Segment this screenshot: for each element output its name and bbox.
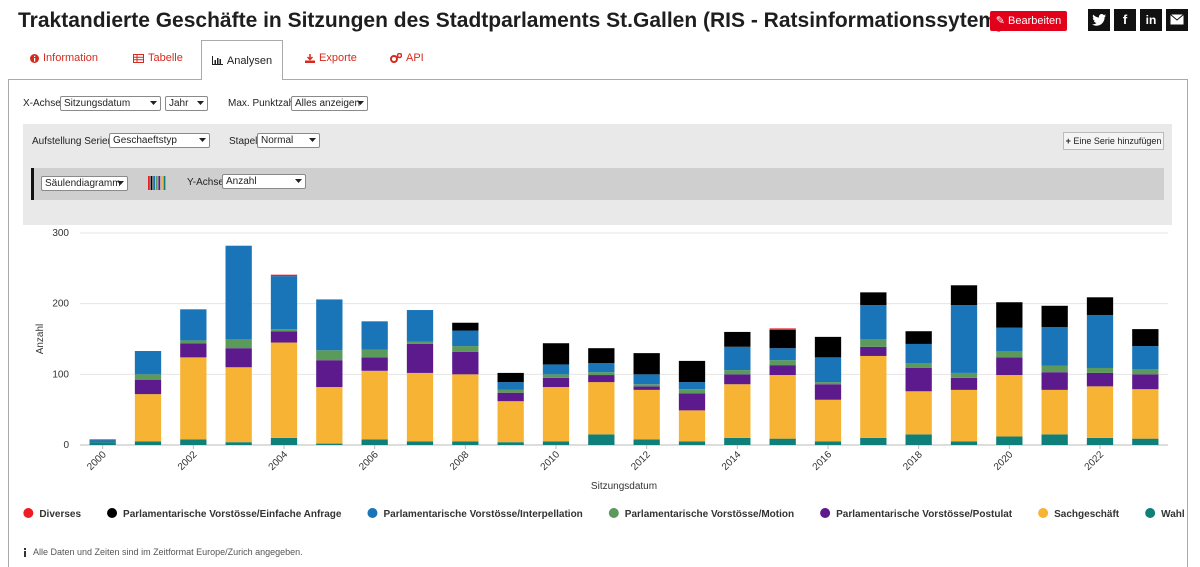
tab-information[interactable]: Information	[30, 52, 98, 64]
select-value: Normal	[261, 135, 294, 146]
tab-label: Information	[43, 52, 99, 64]
select-value: Alles anzeigen	[295, 98, 361, 109]
tab-label: Exporte	[319, 52, 357, 64]
x-axis-control-label: X-Achse	[23, 98, 61, 109]
info-icon	[30, 53, 39, 63]
twitter-button[interactable]	[1088, 9, 1110, 31]
swatch-stripe	[158, 176, 161, 190]
stack-select[interactable]: Normal	[257, 133, 320, 148]
swatch-stripe	[163, 176, 166, 190]
tab-exports[interactable]: Exporte	[305, 52, 357, 64]
facebook-button[interactable]: f	[1114, 9, 1136, 31]
content-panel	[8, 79, 1188, 567]
page-title: Traktandierte Geschäfte in Sitzungen des…	[18, 9, 1005, 32]
x-axis-unit-select[interactable]: Jahr	[165, 96, 208, 111]
edit-label: Bearbeiten	[1008, 15, 1062, 27]
chevron	[197, 101, 204, 105]
select-value: Sitzungsdatum	[64, 98, 131, 109]
chart-kind-select[interactable]: Säulendiagramm	[41, 176, 128, 191]
swatch-stripe	[155, 176, 158, 190]
y-axis-select[interactable]: Anzahl	[222, 174, 306, 189]
chevron	[117, 181, 124, 185]
chevron	[150, 101, 157, 105]
download-icon	[305, 53, 315, 63]
select-value: Säulendiagramm	[45, 178, 121, 189]
swatch-stripe	[153, 176, 155, 190]
x-axis-select[interactable]: Sitzungsdatum	[60, 96, 161, 111]
twitter-icon	[1092, 14, 1106, 26]
tab-api[interactable]: API	[390, 52, 424, 64]
plus-icon: +	[1065, 136, 1074, 146]
footer-note: Alle Daten und Zeiten sind im Zeitformat…	[22, 547, 303, 557]
tab-label: API	[406, 52, 424, 64]
stack-label: Stapel	[229, 136, 258, 147]
note-text: Alle Daten und Zeiten sind im Zeitformat…	[33, 547, 303, 557]
add-series-label: Eine Serie hinzufügen	[1073, 136, 1162, 146]
select-value: Jahr	[169, 98, 189, 109]
select-value: Anzahl	[226, 176, 257, 187]
table-icon	[133, 53, 144, 63]
tab-label: Analysen	[226, 54, 273, 67]
select-value: Geschaeftstyp	[113, 135, 177, 146]
chevron	[199, 138, 206, 142]
max-points-select[interactable]: Alles anzeigen	[291, 96, 368, 111]
chart-icon	[211, 56, 223, 65]
series-select[interactable]: Geschaeftstyp	[109, 133, 210, 148]
info-icon	[24, 547, 26, 557]
tab-analyses[interactable]: Analysen	[201, 40, 283, 80]
add-series-button[interactable]: + Eine Serie hinzufügen	[1063, 132, 1164, 150]
series-control-label: Aufstellung Serien	[32, 136, 114, 147]
series-row	[31, 168, 1164, 200]
swatch-stripe	[161, 176, 163, 190]
swatch-stripe	[148, 176, 150, 190]
pencil-icon: ✎	[995, 15, 1009, 27]
mail-button[interactable]	[1166, 9, 1188, 31]
tab-table[interactable]: Tabelle	[133, 52, 183, 64]
swatch-stripe	[150, 176, 153, 190]
color-swatch[interactable]	[147, 176, 167, 190]
max-points-label: Max. Punktzahl	[228, 98, 297, 109]
linkedin-button[interactable]: in	[1140, 9, 1162, 31]
chevron	[357, 101, 364, 105]
mail-icon	[1170, 14, 1184, 25]
y-axis-control-label: Y-Achse	[187, 177, 224, 188]
chevron	[309, 138, 316, 142]
chevron	[295, 179, 302, 183]
edit-button[interactable]: ✎ Bearbeiten	[990, 11, 1067, 31]
tab-label: Tabelle	[148, 52, 183, 64]
gears-icon	[390, 53, 402, 63]
